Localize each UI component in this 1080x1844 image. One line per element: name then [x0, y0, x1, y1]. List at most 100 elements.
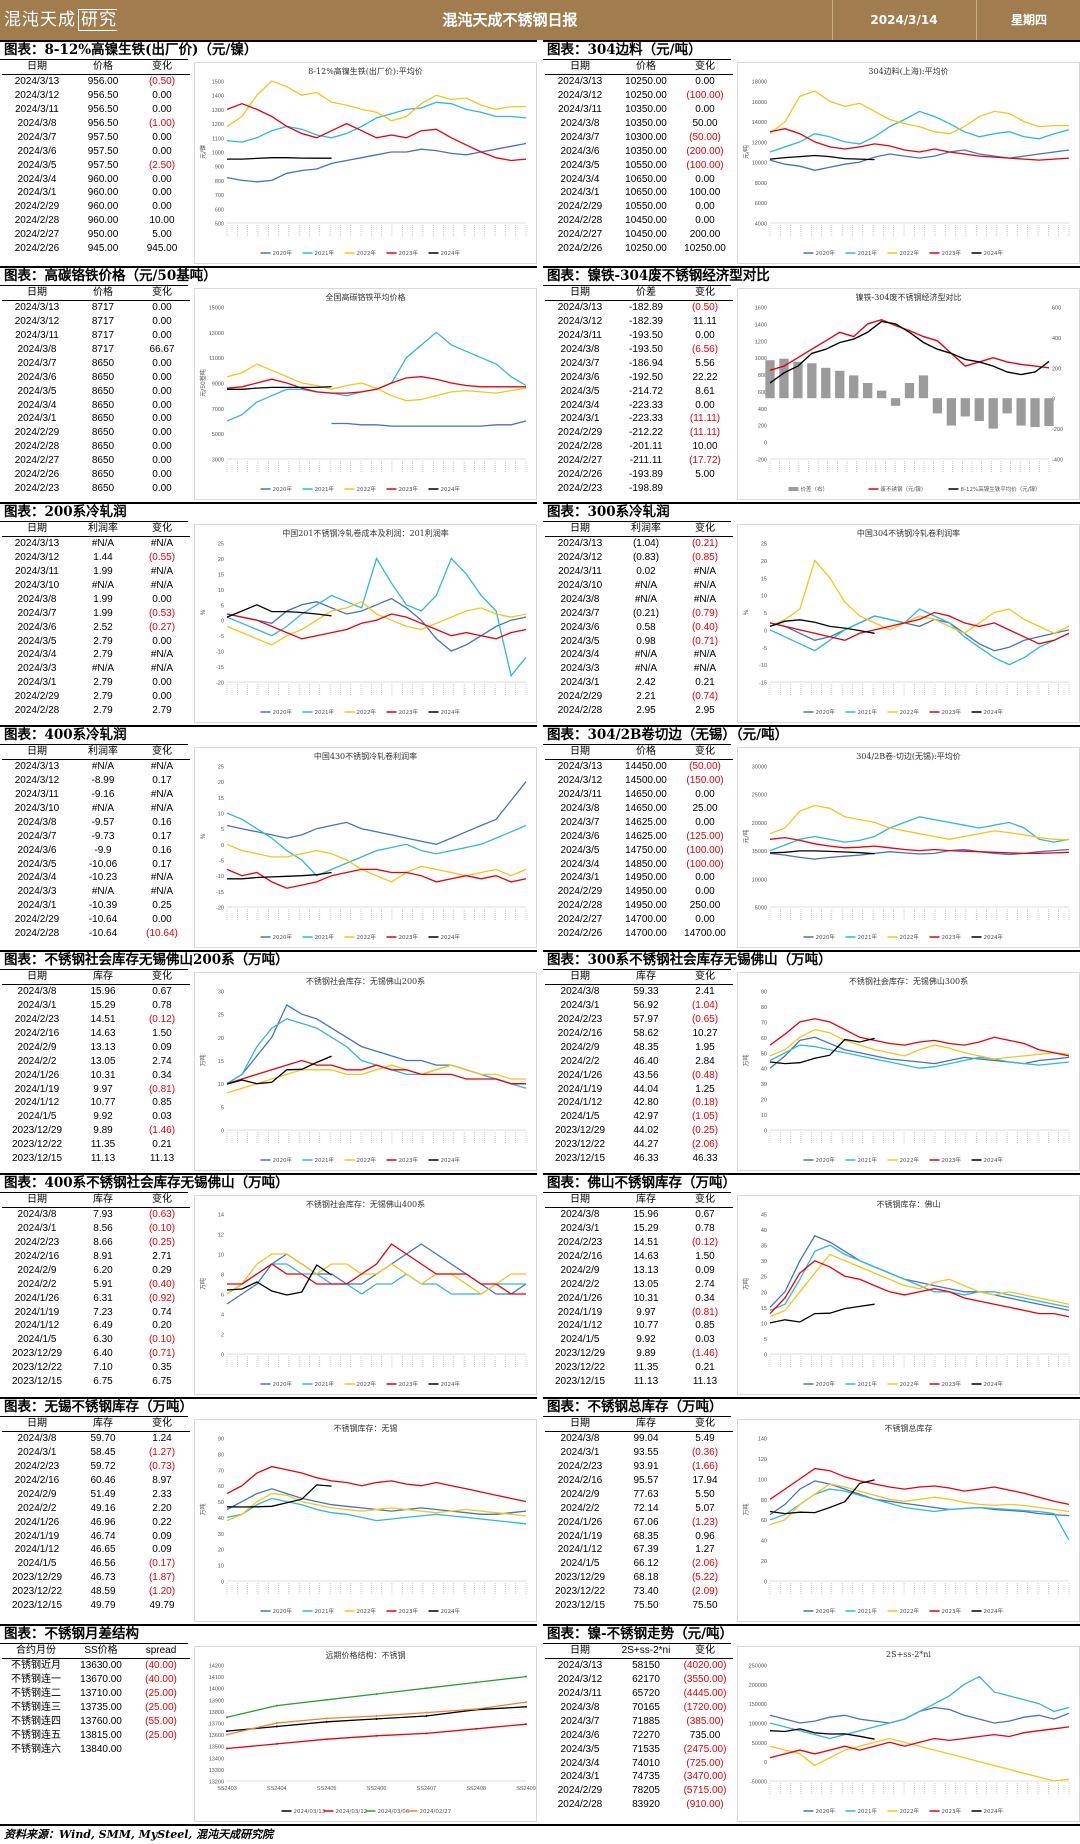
- y-tick-label: 30: [218, 990, 224, 996]
- row-value: 93.91: [633, 1461, 659, 1473]
- row-value: 6.40: [93, 1348, 113, 1360]
- chart-area: 中国304不锈钢冷轧卷利润率 -15 -10 -5 0 5 10 15 20 25% 2020年 20…: [737, 524, 1080, 723]
- y-tick-label: 5: [221, 827, 224, 833]
- chart-svg: 0 5 10 15 20 25 30 35 40 45 万吨 2020年 2021年 2022年 2023年…: [742, 1213, 1070, 1388]
- row-change: (1.05): [691, 1111, 719, 1123]
- row-date: 2024/1/19: [14, 1083, 60, 1095]
- legend-label: 2022年: [900, 1156, 920, 1164]
- row-value: 49.16: [90, 1502, 116, 1514]
- row-change: (0.92): [148, 1292, 176, 1304]
- table-row: 2024/1/12 42.80 (0.18): [545, 1096, 733, 1110]
- row-value: 10450.00: [625, 229, 667, 241]
- spread-bar: [1002, 398, 1012, 414]
- table-row: 2024/3/1 960.00 0.00: [2, 186, 190, 200]
- row-change: 0.00: [695, 104, 715, 116]
- row-change: 0.00: [152, 385, 172, 397]
- row-date: 2024/3/5: [560, 385, 600, 397]
- legend-label: 2024年: [984, 1807, 1004, 1815]
- column-header: 价格: [72, 286, 134, 301]
- chart-svg: 0 5 10 15 20 25 30 万吨 2020年 2021年 2022年 2023年 2024年: [199, 990, 527, 1164]
- y-tick-label: 13600: [209, 1733, 224, 1739]
- row-value: 13.05: [633, 1278, 659, 1290]
- row-value: -223.33: [629, 399, 663, 411]
- row-value: 14.51: [90, 1014, 116, 1026]
- spread-bar: [849, 375, 859, 399]
- chart-svg: -200 0 200 400 600 800 1000 1200 1400 1600 -400 -20…: [755, 306, 1063, 494]
- y-tick-label: 60: [218, 1484, 224, 1490]
- row-date: 2023/12/15: [554, 1153, 606, 1165]
- row-change: 0.17: [152, 830, 172, 842]
- column-header: 价格: [615, 745, 677, 760]
- panel-title: 图表：400系冷轧润: [4, 727, 127, 743]
- panel-6: 图表：400系冷轧润 日期 利润率 变化 2024/3/13 #N/A #N/A 2024/3…: [0, 725, 537, 950]
- chart-title: 304边料(上海):平均价: [868, 67, 949, 76]
- row-value: 8650: [91, 455, 115, 467]
- row-value: 8650: [91, 399, 115, 411]
- chart-area: 不锈钢库存：无锡 0 10 20 30 40 50 60 70 80 90 万吨 2020年 2021年 2…: [194, 1419, 537, 1622]
- y-tick-label: -10: [216, 874, 224, 880]
- y-tick-label: 20: [761, 1290, 767, 1296]
- row-date: 2024/3/6: [560, 371, 600, 383]
- series-point: [525, 1705, 527, 1708]
- table-row: 2024/1/5 6.30 (0.10): [2, 1333, 190, 1347]
- column-header: 价格: [72, 60, 134, 75]
- row-change: 2.74: [695, 1278, 715, 1290]
- row-value: -10.06: [88, 858, 118, 870]
- chart-svg: 0 10 20 30 40 50 60 70 80 90 万吨 2020年 2021年 2022年 2023…: [199, 1437, 527, 1615]
- chart-svg: 13200 13300 13400 13500 13600 13700 13800 13900…: [209, 1664, 536, 1816]
- table-row: 2024/1/5 66.12 (2.06): [545, 1557, 733, 1571]
- legend-label: 2020年: [273, 1156, 293, 1164]
- table-row: 2024/3/4 960.00 0.00: [2, 172, 190, 186]
- row-value: 10300.00: [625, 131, 667, 143]
- row-value: 44.02: [633, 1125, 659, 1137]
- y-axis-label: 元/镍: [199, 145, 207, 159]
- row-value: 7.23: [93, 1306, 113, 1318]
- row-date: 2024/3/5: [560, 844, 600, 856]
- y-tick-label: 30: [761, 1082, 767, 1088]
- row-change: 22.22: [692, 371, 718, 383]
- row-date: 2024/2/29: [14, 914, 60, 926]
- row-change: 0.00: [695, 816, 715, 828]
- row-date: 2024/2/27: [557, 914, 603, 926]
- row-date: 2024/3/12: [557, 775, 603, 787]
- column-header: 日期: [2, 522, 72, 537]
- row-value: 68.35: [633, 1530, 659, 1542]
- row-date: 2024/3/11: [15, 789, 59, 801]
- row-change: (0.12): [148, 1014, 176, 1026]
- legend-label: 2021年: [858, 1156, 878, 1164]
- y-tick-label: 15: [218, 1059, 224, 1065]
- series-line: [226, 1018, 527, 1089]
- series-point: [425, 1687, 428, 1690]
- row-value: -198.89: [629, 482, 663, 494]
- chart-area: 全国高碳铬铁平均价格 3000 5000 7000 9000 11000 13000 1500…: [194, 288, 537, 500]
- table-row: 不锈钢连三 13735.00 (25.00): [2, 1701, 190, 1715]
- data-table: 日期 价格 变化 2024/3/13 8717 0.00 2024/3/12 8717 0.00…: [2, 286, 190, 495]
- header-bar: 混沌天成 研究院 混沌天成不锈钢日报 2024/3/14 星期四: [0, 0, 1080, 63]
- y-axis-label: %: [200, 609, 207, 615]
- legend-label: 2023年: [942, 1807, 962, 1815]
- column-header: 库存: [615, 1193, 677, 1208]
- chart-area: 不锈钢库存：佛山 0 5 10 15 20 25 30 35 40 45 万吨 2020年 2021年 20…: [737, 1195, 1080, 1395]
- panel-divider: [543, 725, 1080, 727]
- row-change: 5.56: [695, 357, 715, 369]
- row-value: -8.99: [91, 775, 115, 787]
- series-line: [769, 1234, 1070, 1312]
- series-point: [226, 1716, 228, 1719]
- y-tick-label: 2: [221, 1333, 224, 1339]
- panel-title: 图表：佛山不锈钢库存（万吨）: [547, 1175, 736, 1191]
- series-line: [769, 1706, 1070, 1724]
- column-header: 变化: [677, 1644, 733, 1659]
- table-row: 2024/3/12 62170 (3550.00): [545, 1673, 733, 1687]
- row-change: 0.21: [695, 677, 715, 689]
- column-header: 利润率: [615, 522, 677, 537]
- series-point: [226, 1747, 228, 1750]
- row-date: 2024/2/28: [557, 441, 603, 453]
- row-value: 956.50: [87, 104, 119, 116]
- spread-bar: [932, 398, 943, 414]
- table-row: 2024/2/28 2.79 2.79: [2, 704, 190, 718]
- table-row: 2024/3/11 8717 0.00: [2, 329, 190, 343]
- row-date: 2024/3/12: [14, 775, 60, 787]
- row-date: 2024/1/19: [557, 1530, 603, 1542]
- row-change: 0.00: [152, 691, 172, 703]
- y-tick-label: 5: [221, 1105, 224, 1111]
